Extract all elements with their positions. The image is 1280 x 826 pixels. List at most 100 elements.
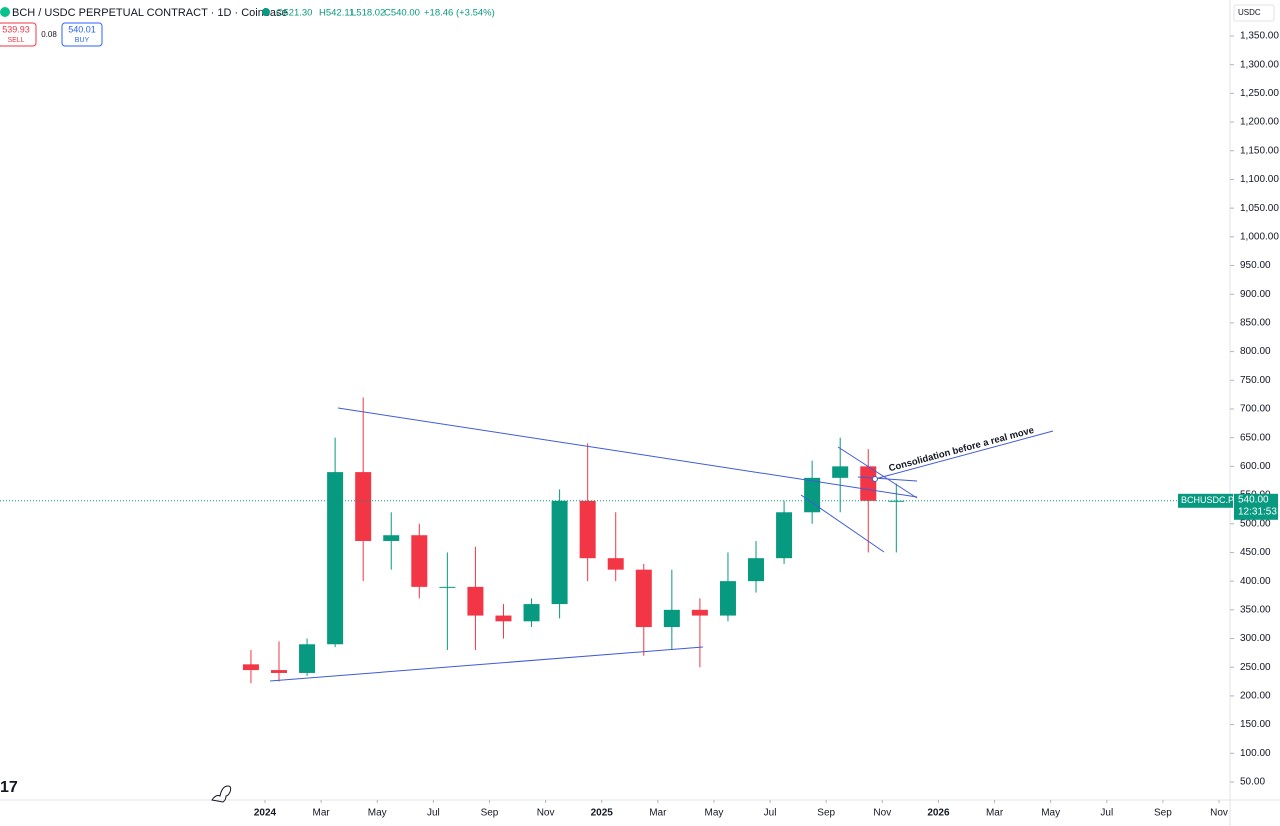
candle-body — [748, 558, 765, 582]
countdown: 12:31:53 — [1238, 506, 1277, 517]
candle-body — [271, 670, 287, 673]
y-tick-label: 50.00 — [1240, 777, 1265, 788]
ohlc-change: +18.46 (+3.54%) — [424, 8, 495, 19]
x-tick-label: May — [1041, 808, 1060, 819]
x-tick-label: Jul — [764, 808, 777, 819]
candle-body — [327, 472, 344, 645]
ohlc-low: L518.02 — [351, 8, 385, 19]
x-tick-label: 2024 — [254, 808, 277, 819]
x-tick-label: Nov — [537, 808, 555, 819]
chart-title: BCH / USDC PERPETUAL CONTRACT · 1D · Coi… — [12, 7, 288, 19]
x-tick-label: Jul — [1100, 808, 1113, 819]
y-tick-label: 100.00 — [1240, 748, 1271, 759]
candle-body — [467, 586, 484, 616]
currency-button[interactable] — [1233, 4, 1275, 22]
trend-line — [269, 646, 704, 682]
candle-body — [607, 558, 624, 570]
y-tick-label: 150.00 — [1240, 719, 1271, 730]
dino-icon — [211, 785, 232, 803]
y-tick-label: 450.00 — [1240, 547, 1271, 558]
candle-body — [860, 466, 877, 501]
candle-body — [663, 609, 680, 628]
plot — [242, 397, 905, 684]
candle-body — [439, 586, 456, 588]
candle-body — [411, 535, 428, 587]
x-tick-label: Mar — [649, 808, 667, 819]
y-tick-label: 1,300.00 — [1240, 59, 1279, 70]
y-tick-label: 950.00 — [1240, 260, 1271, 271]
x-tick-label: Jul — [427, 808, 440, 819]
ohlc-close: C540.00 — [384, 8, 420, 19]
candle-body — [355, 472, 372, 541]
y-tick-label: 1,350.00 — [1240, 31, 1279, 42]
x-tick-label: Nov — [873, 808, 891, 819]
candle-body — [242, 664, 259, 671]
y-tick-label: 900.00 — [1240, 289, 1271, 300]
y-tick-label: 1,050.00 — [1240, 203, 1279, 214]
x-tick-label: 2026 — [927, 808, 950, 819]
ohlc-open: O521.30 — [276, 8, 312, 19]
buy-label: BUY — [75, 37, 90, 44]
channel-line — [837, 446, 918, 499]
candle-body — [523, 604, 540, 622]
y-tick-label: 1,100.00 — [1240, 174, 1279, 185]
candle-body — [383, 535, 400, 541]
candle-body — [579, 500, 596, 559]
x-tick-label: May — [368, 808, 387, 819]
projection-line — [874, 430, 1054, 480]
y-tick-label: 1,150.00 — [1240, 145, 1279, 156]
candle-body — [719, 581, 736, 616]
candle-body — [888, 500, 905, 502]
x-tick-label: Nov — [1210, 808, 1228, 819]
logo: 17 — [0, 779, 18, 796]
y-tick-label: 750.00 — [1240, 375, 1271, 386]
buy-price: 540.01 — [68, 24, 96, 34]
trend-line — [337, 407, 918, 498]
candle-body — [804, 477, 821, 513]
x-tick-label: Sep — [1154, 808, 1172, 819]
last-price-label: 540.00 — [1238, 494, 1269, 505]
sell-price: 539.93 — [2, 24, 30, 34]
y-tick-label: 700.00 — [1240, 404, 1271, 415]
sell-label: SELL — [7, 37, 24, 44]
x-tick-label: Mar — [313, 808, 331, 819]
x-tick-label: Mar — [986, 808, 1004, 819]
candle-body — [776, 512, 793, 559]
x-tick-label: May — [705, 808, 724, 819]
y-tick-label: 400.00 — [1240, 576, 1271, 587]
anchor-point — [872, 476, 878, 482]
y-tick-label: 650.00 — [1240, 432, 1271, 443]
y-tick-label: 200.00 — [1240, 691, 1271, 702]
candle-body — [299, 644, 316, 673]
x-tick-label: Sep — [481, 808, 499, 819]
y-tick-label: 500.00 — [1240, 518, 1271, 529]
y-tick-label: 600.00 — [1240, 461, 1271, 472]
channel-line — [800, 494, 885, 553]
status-dot — [262, 8, 270, 16]
sell-button[interactable] — [0, 22, 37, 47]
candle-body — [691, 609, 708, 616]
trend-line — [857, 476, 918, 482]
y-tick-label: 300.00 — [1240, 633, 1271, 644]
currency: USDC — [1238, 8, 1261, 17]
y-tick-label: 800.00 — [1240, 346, 1271, 357]
x-tick-label: Sep — [817, 808, 835, 819]
y-tick-label: 350.00 — [1240, 604, 1271, 615]
y-tick-label: 1,000.00 — [1240, 231, 1279, 242]
symbol-tag — [1178, 493, 1233, 508]
candle-body — [635, 569, 652, 628]
candle-body — [551, 500, 568, 605]
candle-body — [495, 615, 512, 622]
y-tick-label: 1,250.00 — [1240, 88, 1279, 99]
price-tag — [1234, 493, 1278, 520]
symbol-icon — [0, 7, 10, 17]
buy-button[interactable] — [61, 22, 103, 47]
x-tick-label: 2025 — [591, 808, 614, 819]
candle-body — [832, 466, 849, 478]
ohlc-high: H542.11 — [319, 8, 354, 19]
symbol-label: BCHUSDC.P — [1181, 495, 1234, 505]
spread: 0.08 — [41, 30, 57, 39]
y-tick-label: 250.00 — [1240, 662, 1271, 673]
